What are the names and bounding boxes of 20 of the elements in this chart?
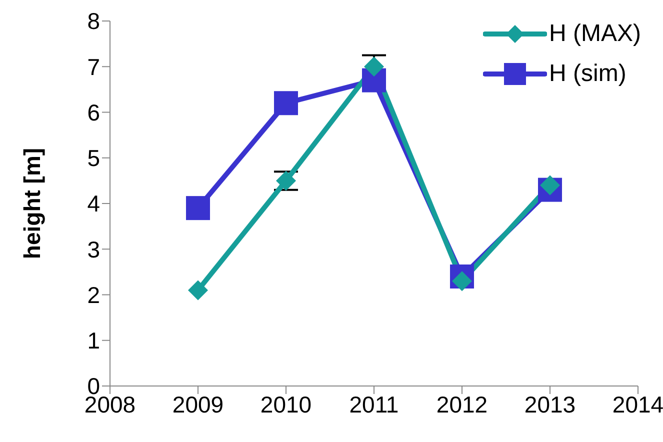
y-tick-label: 4: [87, 190, 100, 217]
y-tick-label: 2: [87, 282, 100, 308]
y-tick-label: 6: [87, 99, 100, 126]
y-tick-label: 8: [87, 8, 100, 34]
x-tick-label: 2010: [260, 391, 312, 418]
y-tick-label: 5: [87, 145, 100, 172]
point: [188, 280, 208, 300]
x-tick-label: 2009: [172, 391, 224, 418]
legend-label: H (MAX): [549, 20, 641, 48]
legend-label: H (sim): [549, 60, 626, 88]
x-tick-label: 2011: [349, 391, 399, 418]
y-tick-label: 1: [87, 328, 100, 354]
point: [186, 196, 210, 220]
point: [274, 91, 298, 116]
y-tick-label: 3: [87, 236, 100, 262]
x-tick-label: 2014: [612, 391, 663, 418]
y-axis-title: height [m]: [19, 148, 46, 260]
x-tick-label: 2013: [524, 391, 576, 418]
x-tick-label: 2012: [436, 391, 488, 418]
y-tick-label: 7: [87, 54, 100, 80]
